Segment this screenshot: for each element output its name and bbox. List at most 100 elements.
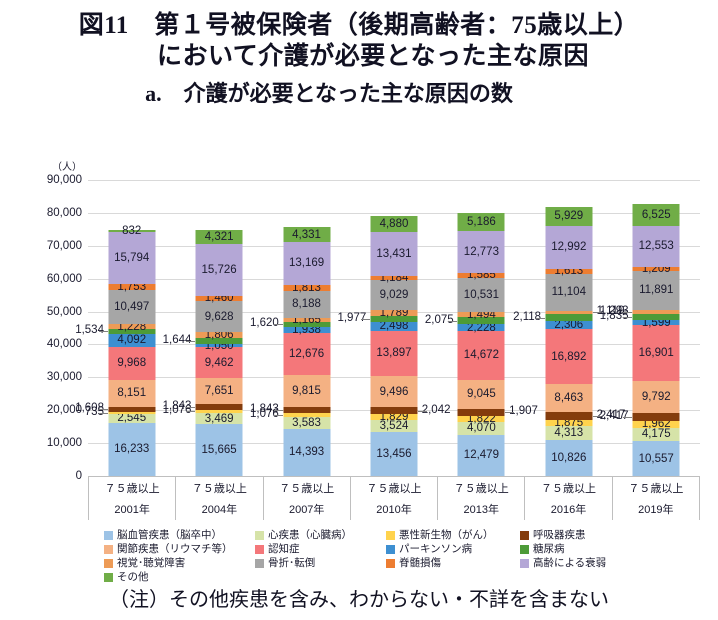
bar-segment[interactable]: 10,557 — [632, 441, 680, 476]
bar-segment[interactable] — [195, 338, 243, 344]
bar-segment[interactable]: 1,938 — [283, 324, 331, 336]
bar-segment[interactable] — [545, 310, 593, 315]
bar-segment[interactable]: 15,726 — [195, 244, 243, 296]
bar-segment[interactable]: 5,929 — [545, 206, 593, 227]
bar-segment[interactable]: 1,789 — [370, 307, 418, 319]
bar-segment[interactable]: 13,169 — [283, 241, 331, 285]
bar-segment[interactable]: 3,524 — [370, 420, 418, 432]
bar-segment[interactable] — [195, 409, 243, 414]
bar-segment[interactable]: 1,050 — [195, 340, 243, 352]
bar-segment[interactable]: 1,585 — [457, 269, 505, 281]
bar-segment[interactable] — [457, 409, 505, 416]
bar-segment[interactable]: 4,175 — [632, 427, 680, 442]
bar-segment[interactable] — [632, 413, 680, 422]
bar-segment[interactable] — [457, 317, 505, 325]
bar-segment[interactable]: 10,497 — [108, 289, 156, 325]
bar-segment[interactable] — [108, 328, 156, 334]
bar-segment[interactable]: 1,494 — [457, 309, 505, 321]
bar-segment[interactable] — [283, 413, 331, 417]
bar-segment[interactable]: 12,992 — [545, 226, 593, 269]
bar-segment[interactable]: 9,815 — [283, 375, 331, 408]
bar-segment[interactable]: 1,228 — [108, 321, 156, 333]
bar-segment[interactable]: 1,753 — [108, 281, 156, 293]
bar-segment[interactable]: 1,875 — [545, 417, 593, 429]
bar-segment[interactable]: 12,676 — [283, 333, 331, 376]
bar-column[interactable]: 1,076 1,843 1,620 14,393 3,583 9,815 12,676 1,9… — [250, 180, 350, 476]
bar-segment[interactable]: 12,479 — [457, 434, 505, 476]
bar-segment[interactable]: 14,393 — [283, 428, 331, 476]
stacked-bar[interactable]: 14,393 3,583 9,815 12,676 1,938 1,165 8,188 1,8… — [283, 227, 331, 476]
bar-segment[interactable]: 2,498 — [370, 320, 418, 332]
bar-segment[interactable]: 4,331 — [283, 227, 331, 242]
bar-segment[interactable] — [632, 309, 680, 315]
bar-segment[interactable]: 1,962 — [632, 418, 680, 430]
bar-segment[interactable]: 8,188 — [283, 290, 331, 318]
stacked-bar[interactable]: 12,479 4,070 1,822 9,045 14,672 2,228 1,494 10,… — [457, 213, 505, 476]
bar-segment[interactable]: 10,826 — [545, 440, 593, 476]
stacked-bar[interactable]: 13,456 3,524 1,829 9,496 13,897 2,498 1,789 9,0… — [370, 216, 418, 476]
bar-segment[interactable]: 15,794 — [108, 232, 156, 285]
bar-segment[interactable]: 15,665 — [195, 424, 243, 476]
bar-segment[interactable]: 2,228 — [457, 322, 505, 334]
bar-segment[interactable]: 11,891 — [632, 270, 680, 310]
bar-segment[interactable]: 10,531 — [457, 277, 505, 313]
bar-segment[interactable]: 9,792 — [632, 380, 680, 414]
bar-segment[interactable] — [632, 314, 680, 321]
stacked-bar[interactable]: 15,665 3,469 7,651 9,462 1,050 1,806 9,628 1,46… — [195, 230, 243, 476]
bar-segment[interactable]: 2,306 — [545, 319, 593, 331]
bar-column[interactable]: 1,907 2,075 12,479 4,070 1,822 9,045 14,672 2,2… — [425, 180, 538, 476]
bar-segment[interactable]: 4,321 — [195, 230, 243, 245]
bar-segment[interactable]: 13,431 — [370, 232, 418, 277]
bar-segment[interactable]: 9,628 — [195, 300, 243, 333]
stacked-bar[interactable]: 10,826 4,313 1,875 8,463 16,892 2,306 11,104 1,… — [545, 206, 593, 476]
bar-segment[interactable]: 9,968 — [108, 347, 156, 380]
bar-segment[interactable] — [108, 406, 156, 412]
bar-segment[interactable] — [545, 314, 593, 322]
bar-segment[interactable]: 12,553 — [632, 225, 680, 267]
bar-segment[interactable]: 1,460 — [195, 292, 243, 304]
bar-segment[interactable] — [545, 412, 593, 421]
bar-segment[interactable] — [195, 403, 243, 410]
bar-segment[interactable]: 1,209 — [632, 263, 680, 275]
legend-item[interactable]: 脳血管疾患（脳卒中） — [104, 528, 233, 542]
bar-column[interactable]: 2,042 1,977 13,456 3,524 1,829 9,496 13,897 2,4… — [337, 180, 451, 476]
legend-item[interactable]: 認知症 — [255, 542, 352, 556]
bar-segment[interactable]: 2,545 — [108, 412, 156, 424]
bar-segment[interactable]: 4,313 — [545, 426, 593, 441]
bar-segment[interactable]: 6,525 — [632, 204, 680, 226]
legend-item[interactable]: 脊髄損傷 — [386, 556, 494, 570]
legend-item[interactable]: 心疾患（心臓病） — [255, 528, 352, 542]
legend-item[interactable]: パーキンソン病 — [386, 542, 494, 556]
bar-column[interactable]: 2,417 2,118 1,119 10,826 4,313 1,875 8,463 16,8… — [513, 180, 625, 476]
bar-segment[interactable]: 5,186 — [457, 213, 505, 231]
bar-segment[interactable]: 4,070 — [457, 421, 505, 435]
bar-segment[interactable]: 4,880 — [370, 216, 418, 233]
bar-segment[interactable] — [370, 315, 418, 323]
bar-segment[interactable]: 16,892 — [545, 328, 593, 385]
bar-segment[interactable]: 16,901 — [632, 325, 680, 381]
bar-segment[interactable]: 9,029 — [370, 280, 418, 310]
bar-segment[interactable]: 7,651 — [195, 378, 243, 404]
bar-segment[interactable] — [108, 411, 156, 415]
legend-item[interactable]: 視覚･聴覚障害 — [104, 556, 233, 570]
legend-item[interactable]: その他 — [104, 570, 233, 584]
stacked-bar[interactable]: 10,557 4,175 1,962 9,792 16,901 1,599 11,891 1,… — [632, 204, 680, 476]
bar-segment[interactable]: 1,184 — [370, 272, 418, 284]
bar-segment[interactable]: 832 — [108, 225, 156, 237]
bar-segment[interactable]: 8,151 — [108, 379, 156, 407]
bar-segment[interactable]: 1,165 — [283, 314, 331, 326]
bar-segment[interactable]: 3,583 — [283, 417, 331, 429]
bar-segment[interactable]: 11,104 — [545, 274, 593, 311]
bar-segment[interactable]: 3,469 — [195, 413, 243, 425]
bar-column[interactable]: 1,076 1,843 1,644 15,665 3,469 7,651 9,462 1,05… — [163, 180, 262, 476]
bar-segment[interactable]: 1,599 — [632, 317, 680, 329]
bar-segment[interactable]: 4,092 — [108, 333, 156, 347]
bar-segment[interactable]: 16,233 — [108, 422, 156, 476]
bar-segment[interactable]: 8,463 — [545, 384, 593, 413]
bar-segment[interactable]: 9,462 — [195, 347, 243, 379]
legend-item[interactable]: 骨折･転倒 — [255, 556, 352, 570]
bar-segment[interactable]: 1,829 — [370, 411, 418, 423]
bar-segment[interactable]: 13,456 — [370, 431, 418, 476]
bar-segment[interactable]: 9,496 — [370, 376, 418, 408]
bar-segment[interactable]: 12,773 — [457, 230, 505, 273]
